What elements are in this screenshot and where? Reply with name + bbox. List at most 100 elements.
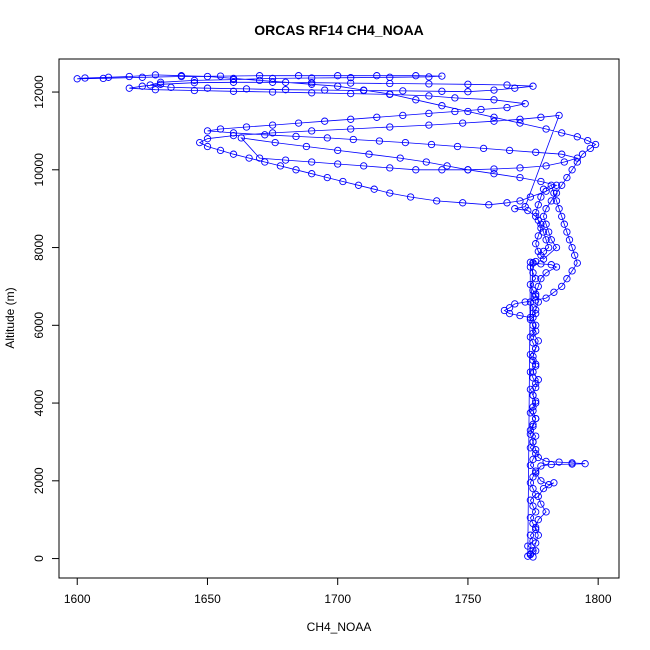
data-point — [526, 333, 535, 341]
data-point — [268, 121, 277, 129]
data-point — [151, 71, 160, 79]
data-point — [526, 368, 535, 376]
data-point — [503, 81, 511, 89]
data-point — [532, 208, 540, 217]
data-point — [532, 362, 540, 370]
data-point — [529, 438, 537, 446]
data-point — [292, 132, 300, 141]
data-point — [532, 306, 540, 314]
data-point — [347, 79, 355, 87]
data-point — [245, 154, 253, 162]
data-point — [532, 275, 540, 283]
data-point — [438, 72, 446, 80]
data-point — [534, 282, 542, 291]
data-point — [573, 259, 581, 267]
data-point — [560, 220, 568, 228]
data-point — [552, 189, 561, 197]
data-point — [438, 166, 446, 174]
data-point — [425, 109, 433, 118]
data-point — [534, 516, 542, 524]
data-point — [532, 523, 540, 532]
plot-area — [73, 71, 600, 561]
data-point — [425, 92, 433, 100]
data-point — [451, 94, 459, 102]
data-point — [526, 496, 535, 504]
data-point — [516, 164, 524, 172]
data-point — [503, 103, 511, 112]
data-point — [203, 84, 212, 92]
data-point — [511, 84, 519, 92]
data-point — [532, 508, 540, 516]
data-point — [365, 150, 373, 158]
data-point — [347, 89, 355, 98]
data-point — [196, 138, 204, 147]
data-point — [373, 113, 381, 121]
data-point — [550, 288, 558, 296]
data-point — [526, 531, 535, 539]
data-point — [438, 102, 446, 110]
data-point — [539, 228, 548, 236]
x-tick-label: 1600 — [64, 592, 91, 606]
data-point — [532, 296, 540, 304]
data-point — [537, 224, 545, 232]
data-point — [490, 86, 498, 94]
data-point — [321, 117, 329, 125]
data-point — [526, 444, 535, 452]
data-point — [552, 263, 561, 271]
data-point — [529, 82, 537, 90]
data-point — [521, 298, 529, 306]
data-point — [229, 129, 238, 137]
data-point — [237, 134, 245, 142]
data-point — [565, 236, 574, 244]
data-point — [308, 170, 316, 178]
data-point — [537, 113, 545, 121]
data-point — [427, 140, 436, 149]
data-point — [542, 220, 550, 228]
data-point — [334, 82, 342, 90]
data-point — [323, 134, 331, 142]
data-point — [433, 197, 441, 205]
data-point — [537, 500, 545, 508]
data-point — [151, 86, 160, 94]
data-point — [534, 247, 542, 256]
data-point — [532, 399, 540, 407]
data-point — [555, 205, 563, 213]
data-point — [167, 83, 175, 92]
data-point — [203, 135, 212, 143]
data-point — [529, 339, 537, 347]
data-point — [558, 181, 566, 189]
y-tick-label: 0 — [32, 555, 46, 562]
data-point — [399, 87, 407, 95]
data-point — [375, 137, 384, 145]
data-point — [532, 446, 540, 454]
data-point — [386, 189, 394, 197]
data-point — [542, 508, 550, 516]
data-point — [308, 74, 316, 82]
data-point — [406, 193, 415, 201]
data-point — [534, 337, 542, 345]
data-point — [529, 422, 537, 431]
data-point — [354, 181, 363, 189]
data-point — [503, 199, 511, 207]
data-point — [203, 142, 212, 151]
data-point — [539, 255, 548, 263]
data-point — [545, 243, 553, 252]
data-point — [563, 275, 571, 283]
data-point — [399, 111, 407, 120]
data-point — [558, 212, 566, 221]
data-point — [532, 539, 540, 547]
data-point — [255, 72, 264, 80]
data-point — [552, 197, 561, 205]
data-point — [349, 135, 357, 144]
data-point — [586, 144, 594, 153]
data-point — [526, 313, 535, 322]
data-point — [156, 78, 165, 86]
data-point — [560, 158, 568, 166]
series-line — [77, 74, 597, 558]
data-point — [542, 236, 550, 244]
data-point — [229, 150, 238, 158]
data-point — [542, 294, 550, 302]
data-point — [547, 236, 555, 244]
data-point — [177, 72, 186, 81]
